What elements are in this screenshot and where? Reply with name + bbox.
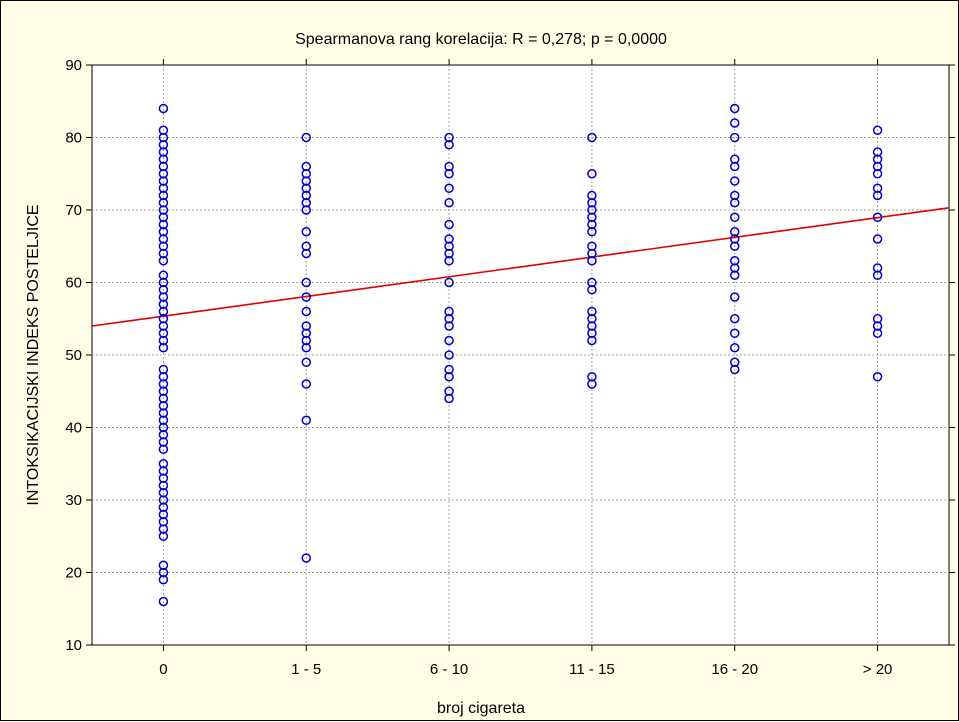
data-point <box>301 415 311 425</box>
data-point <box>444 393 454 404</box>
data-points <box>158 103 883 607</box>
data-point <box>301 292 311 302</box>
data-point <box>158 103 169 114</box>
x-tick-label: > 20 <box>863 661 893 678</box>
y-tick-label: 20 <box>65 565 82 582</box>
x-axis-ticks: 0 1 - 5 6 - 10 11 - 15 16 - 20 > 20 <box>159 59 892 678</box>
y-axis-ticks: 10 20 30 40 50 60 70 80 90 <box>65 57 955 654</box>
data-point <box>587 132 597 143</box>
data-point <box>872 212 883 222</box>
x-tick-label: 0 <box>159 661 167 678</box>
data-point <box>444 277 454 288</box>
data-point <box>301 357 311 367</box>
y-tick-label: 60 <box>65 275 82 292</box>
data-point <box>730 343 740 353</box>
data-point <box>730 132 740 143</box>
data-point <box>872 190 883 201</box>
data-point <box>730 314 740 324</box>
y-tick-label: 70 <box>65 202 82 219</box>
data-point <box>587 256 597 266</box>
data-point <box>158 256 169 266</box>
chart-title: Spearmanova rang korelacija: R = 0,278; … <box>295 31 667 48</box>
data-point <box>730 328 740 338</box>
y-tick-label: 90 <box>65 57 82 74</box>
x-tick-label: 6 - 10 <box>430 661 468 678</box>
data-point <box>444 321 454 331</box>
x-tick-label: 11 - 15 <box>569 661 615 678</box>
fit-line <box>91 207 950 327</box>
regression-line <box>91 207 950 327</box>
data-point <box>730 198 740 208</box>
data-point <box>730 241 740 251</box>
data-point <box>444 169 454 179</box>
y-tick-label: 10 <box>65 637 82 654</box>
data-point <box>444 350 454 360</box>
y-tick-label: 30 <box>65 492 82 509</box>
data-point <box>730 161 740 172</box>
data-point <box>730 176 740 186</box>
data-point <box>158 444 169 454</box>
y-tick-label: 80 <box>65 130 82 147</box>
data-point <box>444 140 454 150</box>
data-point <box>730 103 740 114</box>
y-tick-label: 50 <box>65 347 82 364</box>
data-point <box>730 292 740 302</box>
data-point <box>301 379 311 389</box>
data-point <box>872 234 883 244</box>
data-point <box>587 379 597 389</box>
data-point <box>730 118 740 128</box>
data-point <box>872 125 883 135</box>
grid-lines <box>92 65 949 645</box>
data-point <box>444 219 454 230</box>
data-point <box>301 553 311 563</box>
data-point <box>301 343 311 353</box>
data-point <box>444 198 454 208</box>
data-point <box>872 372 883 382</box>
data-point <box>301 306 311 317</box>
data-point <box>444 372 454 382</box>
y-tick-label: 40 <box>65 420 82 437</box>
x-axis-title: broj cigareta <box>437 700 525 717</box>
data-point <box>730 270 740 280</box>
data-point <box>444 183 454 193</box>
data-point <box>158 575 169 585</box>
data-point <box>730 212 740 222</box>
data-point <box>587 169 597 179</box>
data-point <box>301 227 311 237</box>
data-point <box>730 364 740 375</box>
data-point <box>301 277 311 288</box>
data-point <box>872 270 883 280</box>
data-point <box>301 132 311 143</box>
data-point <box>444 256 454 266</box>
data-point <box>301 205 311 215</box>
data-point <box>158 531 169 541</box>
data-point <box>158 343 169 353</box>
data-point <box>872 328 883 338</box>
x-tick-label: 16 - 20 <box>711 661 758 678</box>
y-axis-title: INTOKSIKACIJSKI INDEKS POSTELJICE <box>25 204 42 505</box>
data-point <box>158 596 169 607</box>
x-tick-label: 1 - 5 <box>291 661 321 678</box>
data-point <box>587 227 597 237</box>
data-point <box>587 335 597 346</box>
data-point <box>872 169 883 179</box>
data-point <box>444 335 454 346</box>
data-point <box>301 248 311 259</box>
data-point <box>587 285 597 295</box>
